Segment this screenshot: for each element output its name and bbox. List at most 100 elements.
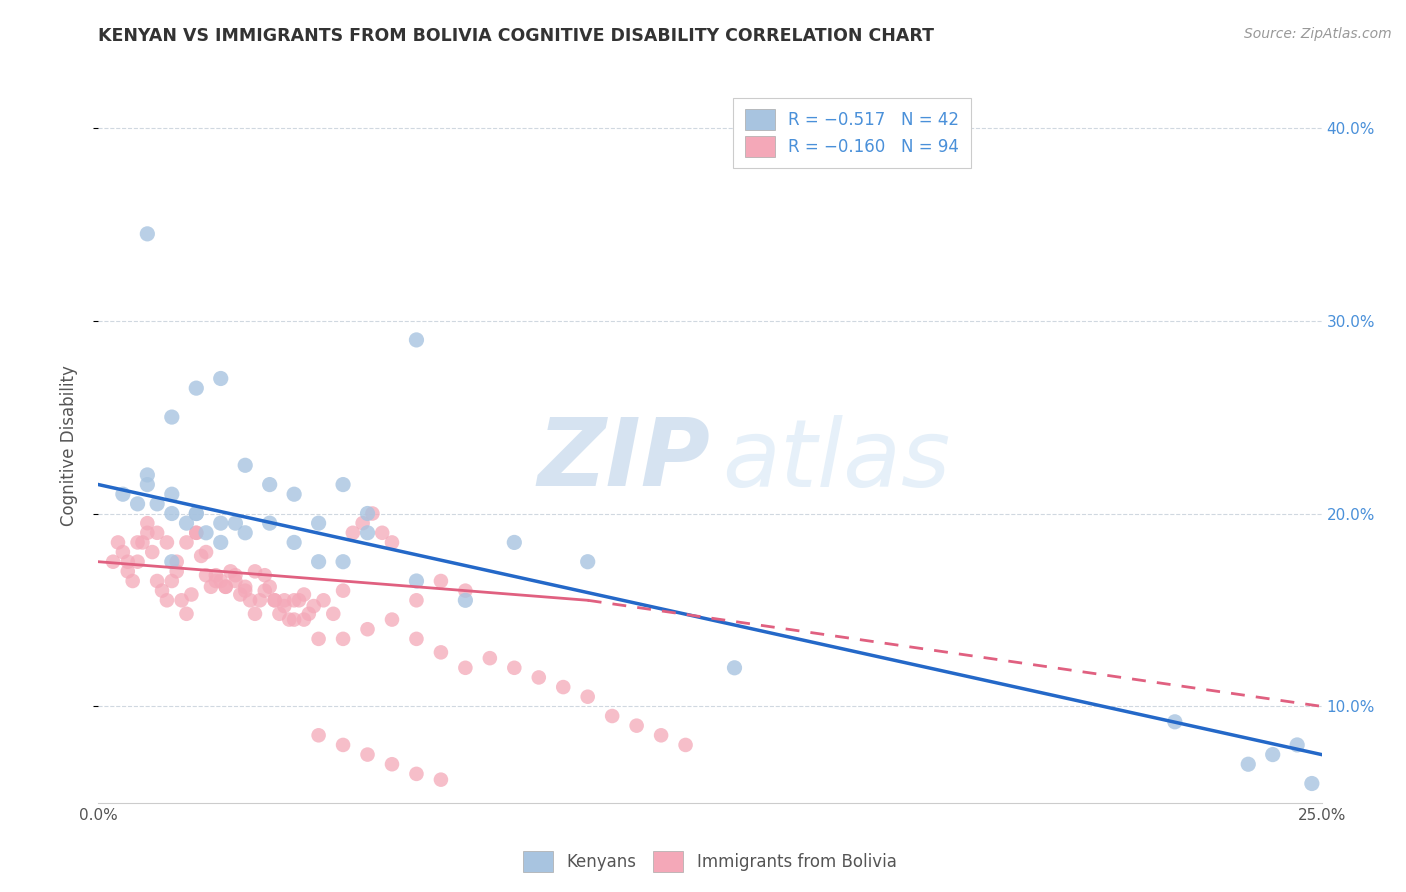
Point <box>180 587 202 601</box>
Point <box>263 593 285 607</box>
Point <box>209 535 232 549</box>
Point <box>186 525 208 540</box>
Point <box>283 613 305 627</box>
Point <box>131 535 153 549</box>
Point <box>127 535 149 549</box>
Point <box>127 497 149 511</box>
Point <box>186 507 208 521</box>
Point <box>259 516 281 530</box>
Point <box>136 467 159 482</box>
Point <box>259 477 281 491</box>
Point <box>1261 747 1284 762</box>
Point <box>430 645 453 659</box>
Point <box>156 593 179 607</box>
Point <box>166 565 188 579</box>
Point <box>214 580 236 594</box>
Point <box>166 555 188 569</box>
Point <box>342 525 364 540</box>
Point <box>1237 757 1260 772</box>
Point <box>405 767 427 781</box>
Point <box>478 651 501 665</box>
Point <box>381 757 404 772</box>
Point <box>1286 738 1309 752</box>
Point <box>278 613 301 627</box>
Point <box>405 333 427 347</box>
Point <box>190 549 212 563</box>
Point <box>176 535 198 549</box>
Point <box>224 574 246 588</box>
Point <box>214 580 236 594</box>
Point <box>332 583 354 598</box>
Point <box>195 545 218 559</box>
Text: atlas: atlas <box>723 415 950 506</box>
Point <box>405 632 427 646</box>
Point <box>650 728 672 742</box>
Point <box>361 507 384 521</box>
Point <box>249 593 271 607</box>
Point <box>308 728 330 742</box>
Y-axis label: Cognitive Disability: Cognitive Disability <box>59 366 77 526</box>
Point <box>136 525 159 540</box>
Point <box>209 574 232 588</box>
Point <box>576 690 599 704</box>
Point <box>356 747 378 762</box>
Point <box>283 535 305 549</box>
Point <box>229 587 252 601</box>
Point <box>503 535 526 549</box>
Point <box>209 371 232 385</box>
Point <box>101 555 124 569</box>
Point <box>200 580 222 594</box>
Point <box>332 632 354 646</box>
Point <box>308 555 330 569</box>
Point <box>430 574 453 588</box>
Point <box>233 458 256 473</box>
Point <box>356 507 378 521</box>
Point <box>1301 776 1323 790</box>
Point <box>332 477 354 491</box>
Point <box>195 525 218 540</box>
Point <box>160 555 183 569</box>
Point <box>117 555 139 569</box>
Point <box>176 516 198 530</box>
Point <box>253 568 276 582</box>
Point <box>273 593 295 607</box>
Legend: Kenyans, Immigrants from Bolivia: Kenyans, Immigrants from Bolivia <box>515 843 905 880</box>
Point <box>356 622 378 636</box>
Point <box>136 227 159 241</box>
Point <box>322 607 344 621</box>
Point <box>160 410 183 425</box>
Point <box>160 574 183 588</box>
Point <box>308 632 330 646</box>
Point <box>233 580 256 594</box>
Point <box>146 574 169 588</box>
Point <box>405 593 427 607</box>
Point <box>233 583 256 598</box>
Point <box>205 568 228 582</box>
Point <box>288 593 311 607</box>
Point <box>160 507 183 521</box>
Point <box>371 525 394 540</box>
Point <box>195 568 218 582</box>
Point <box>205 574 228 588</box>
Point <box>186 525 208 540</box>
Point <box>283 593 305 607</box>
Point <box>107 535 129 549</box>
Point <box>117 565 139 579</box>
Point <box>186 381 208 395</box>
Point <box>283 487 305 501</box>
Point <box>503 661 526 675</box>
Point <box>352 516 374 530</box>
Point <box>141 545 163 559</box>
Point <box>224 568 246 582</box>
Point <box>356 525 378 540</box>
Point <box>553 680 575 694</box>
Point <box>292 587 315 601</box>
Point <box>675 738 697 752</box>
Text: Source: ZipAtlas.com: Source: ZipAtlas.com <box>1244 27 1392 41</box>
Point <box>332 738 354 752</box>
Point <box>381 613 404 627</box>
Point <box>136 477 159 491</box>
Point <box>224 516 246 530</box>
Point <box>302 599 325 613</box>
Point <box>186 507 208 521</box>
